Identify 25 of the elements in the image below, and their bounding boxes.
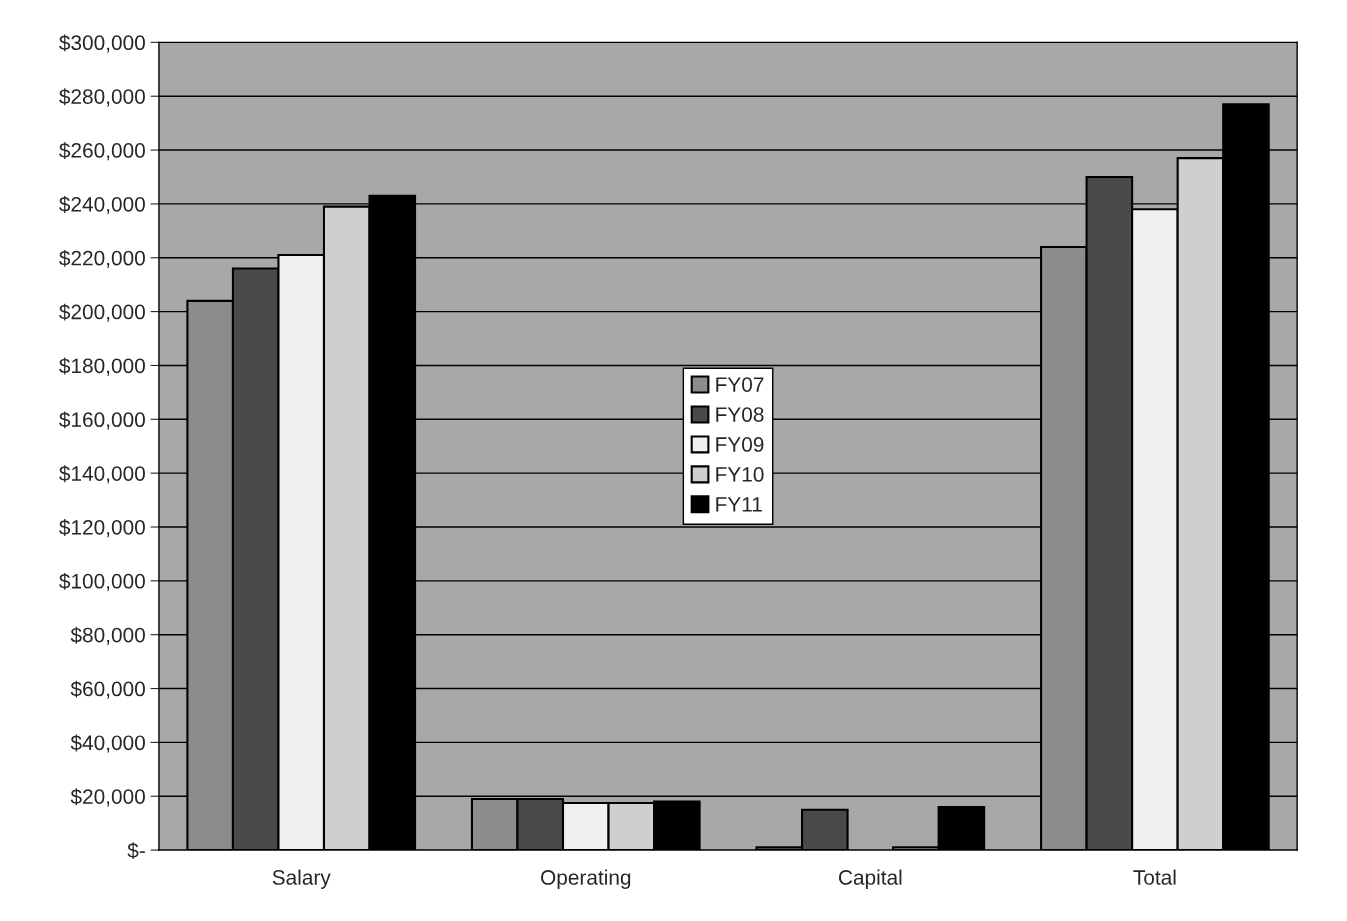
x-tick-label: Salary bbox=[272, 869, 331, 889]
y-tick-label: $60,000 bbox=[70, 680, 145, 699]
y-tick-label: $40,000 bbox=[70, 734, 145, 753]
legend-label: FY11 bbox=[716, 497, 762, 512]
y-tick-label: $200,000 bbox=[59, 303, 145, 322]
legend-label: FY10 bbox=[716, 467, 764, 482]
y-tick-label: $260,000 bbox=[59, 142, 145, 161]
y-tick-label: $220,000 bbox=[59, 249, 145, 268]
y-tick-label: $160,000 bbox=[59, 411, 145, 430]
legend-label: FY08 bbox=[716, 407, 764, 422]
y-tick-label: $120,000 bbox=[59, 519, 145, 538]
x-tick-label: Capital bbox=[838, 869, 902, 889]
x-tick-label: Total bbox=[1133, 869, 1176, 885]
y-tick-label: $- bbox=[127, 842, 145, 860]
legend-label: FY09 bbox=[716, 437, 764, 452]
y-tick-label: $300,000 bbox=[59, 34, 145, 53]
y-tick-label: $240,000 bbox=[59, 196, 145, 215]
y-tick-label: $280,000 bbox=[59, 88, 145, 107]
y-tick-label: $80,000 bbox=[70, 626, 145, 645]
y-tick-label: $100,000 bbox=[59, 572, 145, 592]
y-tick-label: $20,000 bbox=[70, 788, 145, 807]
y-tick-label: $180,000 bbox=[59, 357, 145, 376]
legend-label: FY07 bbox=[716, 377, 764, 392]
x-tick-label: Operating bbox=[541, 869, 631, 889]
y-tick-label: $140,000 bbox=[59, 465, 145, 484]
